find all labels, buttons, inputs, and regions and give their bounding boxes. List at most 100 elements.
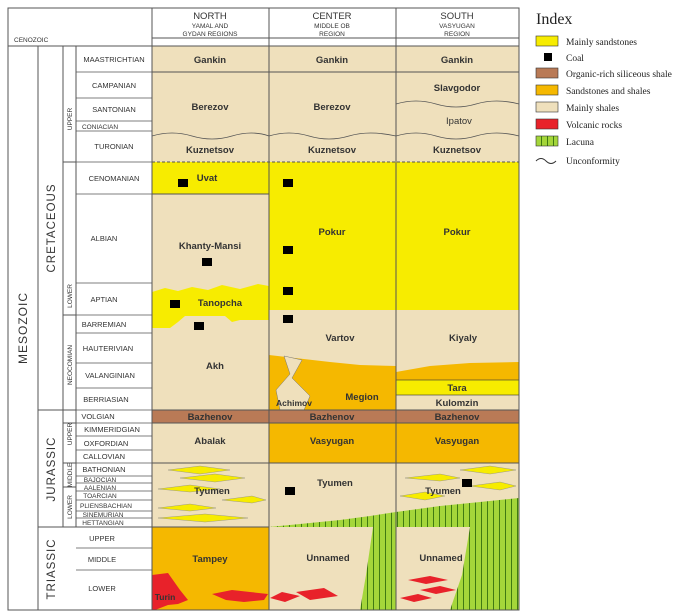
south-subtitle-1: VASYUGAN — [439, 23, 475, 30]
legend-swatch-coal — [544, 53, 552, 61]
stage-coniacian: CONIACIAN — [82, 124, 118, 131]
time-scale: CENOZOIC MESOZOIC CRETACEOUS JURASSIC TR… — [7, 7, 153, 611]
formation-bazhenov-south: Bazhenov — [435, 412, 481, 423]
formation-tyumen-center: Tyumen — [317, 478, 353, 489]
legend-label-volcanic: Volcanic rocks — [566, 121, 622, 131]
coal-marker — [283, 179, 293, 187]
legend-swatch-shales — [535, 101, 559, 113]
legend-label-coal: Coal — [566, 54, 584, 64]
coal-marker — [285, 487, 295, 495]
coal-marker — [283, 287, 293, 295]
period-cretaceous: CRETACEOUS — [46, 183, 58, 272]
stage-bathonian: BATHONIAN — [82, 465, 125, 474]
legend-label-shales: Mainly shales — [566, 104, 619, 114]
period-jurassic: JURASSIC — [46, 437, 58, 502]
stage-maastrichtian: MAASTRICHTIAN — [83, 55, 144, 64]
legend-swatch-sandstones-shales — [535, 84, 559, 96]
formation-tyumen-north: Tyumen — [194, 486, 230, 497]
stage-volgian: VOLGIAN — [81, 412, 114, 421]
formation-megion: Megion — [345, 392, 378, 403]
formation-turin: Turin — [155, 592, 176, 602]
stage-oxfordian: OXFORDIAN — [84, 439, 129, 448]
center-title: CENTER — [312, 11, 351, 22]
sub-lower-jurassic: LOWER — [67, 495, 74, 519]
cenozoic-label: CENOZOIC — [14, 37, 49, 44]
region-grid — [151, 7, 520, 611]
stage-triassic-lower: LOWER — [88, 584, 116, 593]
formation-gankin-center: Gankin — [316, 55, 348, 66]
formation-unnamed-center: Unnamed — [306, 553, 349, 564]
stage-kimmeridgian: KIMMERIDGIAN — [84, 425, 140, 434]
formation-tyumen-south: Tyumen — [425, 486, 461, 497]
formation-kuznetsov-south: Kuznetsov — [433, 145, 482, 156]
stage-bajocian: BAJOCIAN — [84, 477, 117, 484]
unconformity-line-icon — [535, 158, 557, 164]
formation-bazhenov-center: Bazhenov — [310, 412, 356, 423]
formation-khanty-mansi: Khanty-Mansi — [179, 241, 241, 252]
stage-valanginian: VALANGINIAN — [85, 371, 135, 380]
stage-aalenian: AALENIAN — [84, 485, 116, 492]
formation-labels: Gankin Gankin Gankin Berezov Berezov Sla… — [155, 55, 482, 602]
stage-triassic-middle: MIDDLE — [88, 555, 116, 564]
formation-unnamed-south: Unnamed — [419, 553, 462, 564]
coal-marker — [202, 258, 212, 266]
north-column — [152, 162, 269, 610]
coal-marker — [178, 179, 188, 187]
legend-title: Index — [536, 11, 572, 28]
formation-akh: Akh — [206, 361, 224, 372]
south-title: SOUTH — [440, 11, 473, 22]
sub-upper-jurassic: UPPER — [67, 423, 74, 446]
stage-sinemurian: SINEMURIAN — [83, 512, 124, 519]
sub-middle-jurassic: MIDDLE — [67, 462, 74, 487]
stage-hettangian: HETTANGIAN — [82, 520, 124, 527]
sub-neocomian: NEOCOMIAN — [67, 345, 74, 385]
legend-label-unconformity: Unconformity — [566, 156, 620, 167]
sub-lower-cretaceous: LOWER — [67, 284, 74, 308]
coal-marker — [283, 315, 293, 323]
coal-marker — [462, 479, 472, 487]
period-triassic: TRIASSIC — [46, 538, 58, 599]
stage-callovian: CALLOVIAN — [83, 452, 125, 461]
formation-ipatov: Ipatov — [446, 116, 472, 127]
unconformities — [151, 100, 520, 140]
stage-toarcian: TOARCIAN — [83, 493, 117, 500]
formation-abalak: Abalak — [194, 436, 226, 447]
stage-albian: ALBIAN — [91, 234, 118, 243]
formation-gankin-north: Gankin — [194, 55, 226, 66]
formation-pokur-south: Pokur — [444, 227, 471, 238]
sub-upper-cretaceous: UPPER — [67, 108, 74, 131]
formation-berezov-north: Berezov — [192, 102, 230, 113]
formation-tanopcha: Tanopcha — [198, 298, 243, 309]
formation-vartov: Vartov — [325, 333, 355, 344]
formation-kuznetsov-center: Kuznetsov — [308, 145, 357, 156]
legend-label-sandstones: Mainly sandstones — [566, 38, 637, 48]
legend-swatch-lacuna — [535, 135, 559, 147]
coal-marker — [283, 246, 293, 254]
coal-markers — [170, 179, 472, 495]
stage-barremian: BARREMIAN — [82, 320, 127, 329]
legend-label-lacuna: Lacuna — [566, 138, 595, 148]
center-subtitle-1: MIDDLE OB — [314, 23, 350, 30]
formation-tara: Tara — [447, 383, 467, 394]
formation-pokur-center: Pokur — [319, 227, 346, 238]
formation-vasyugan-south: Vasyugan — [435, 436, 480, 447]
formation-slavgodor: Slavgodor — [434, 83, 481, 94]
formation-tampey: Tampey — [192, 554, 228, 565]
stage-pliensbachian: PLIENSBACHIAN — [80, 503, 132, 510]
stage-berriasian: BERRIASIAN — [83, 395, 128, 404]
north-subtitle-2: GYDAN REGIONS — [183, 31, 239, 38]
north-subtitle-1: YAMAL AND — [192, 23, 229, 30]
formation-kuznetsov-north: Kuznetsov — [186, 145, 235, 156]
era-mesozoic: MESOZOIC — [16, 292, 30, 364]
legend: Index Mainly sandstones Coal Organic-ric… — [535, 11, 672, 167]
formation-bazhenov-north: Bazhenov — [188, 412, 234, 423]
stage-hauterivian: HAUTERIVIAN — [83, 344, 133, 353]
stage-aptian: APTIAN — [90, 295, 117, 304]
formation-kiyaly: Kiyaly — [449, 333, 478, 344]
formation-kulomzin: Kulomzin — [436, 398, 479, 409]
region-headers: NORTH YAMAL AND GYDAN REGIONS CENTER MID… — [183, 11, 476, 38]
stage-campanian: CAMPANIAN — [92, 81, 136, 90]
center-subtitle-2: REGION — [319, 31, 345, 38]
formation-uvat: Uvat — [197, 173, 218, 184]
